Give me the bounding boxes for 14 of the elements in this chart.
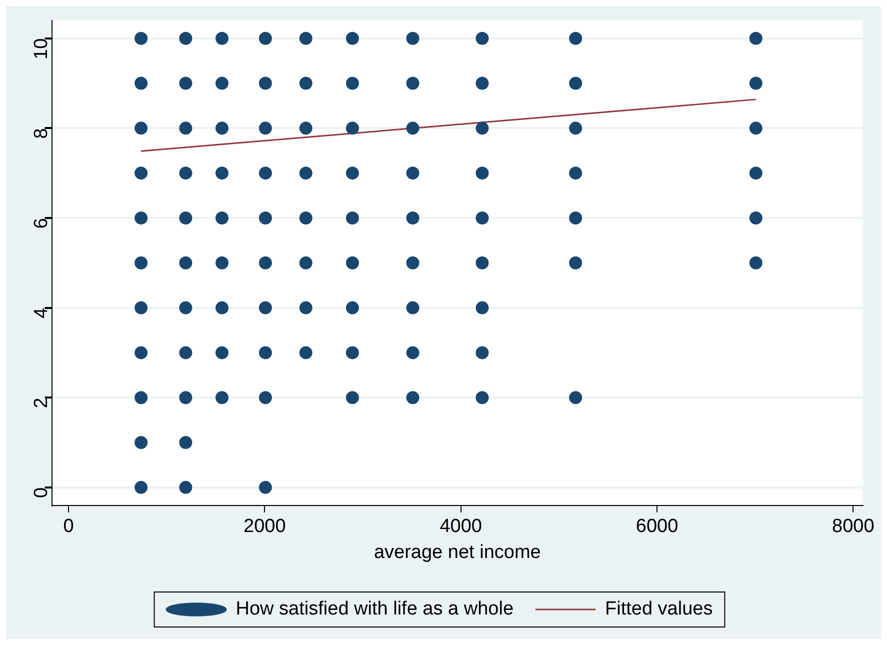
x-tick-label: 6000 bbox=[636, 516, 678, 538]
legend-label: How satisfied with life as a whole bbox=[236, 598, 514, 620]
y-tick-label: 10 bbox=[31, 38, 52, 60]
y-tick-label: 8 bbox=[31, 128, 52, 139]
x-axis-title: average net income bbox=[374, 542, 541, 563]
y-tick-label: 6 bbox=[31, 218, 52, 229]
x-tick-label: 2000 bbox=[244, 516, 286, 538]
x-tick-label: 4000 bbox=[440, 516, 482, 538]
x-tick-label: 8000 bbox=[832, 516, 874, 538]
y-tick-label: 2 bbox=[31, 398, 52, 408]
y-tick-label: 4 bbox=[31, 307, 52, 318]
y-tick-label: 0 bbox=[31, 487, 52, 498]
x-tick-label: 0 bbox=[63, 516, 74, 538]
legend-label: Fitted values bbox=[605, 598, 713, 620]
